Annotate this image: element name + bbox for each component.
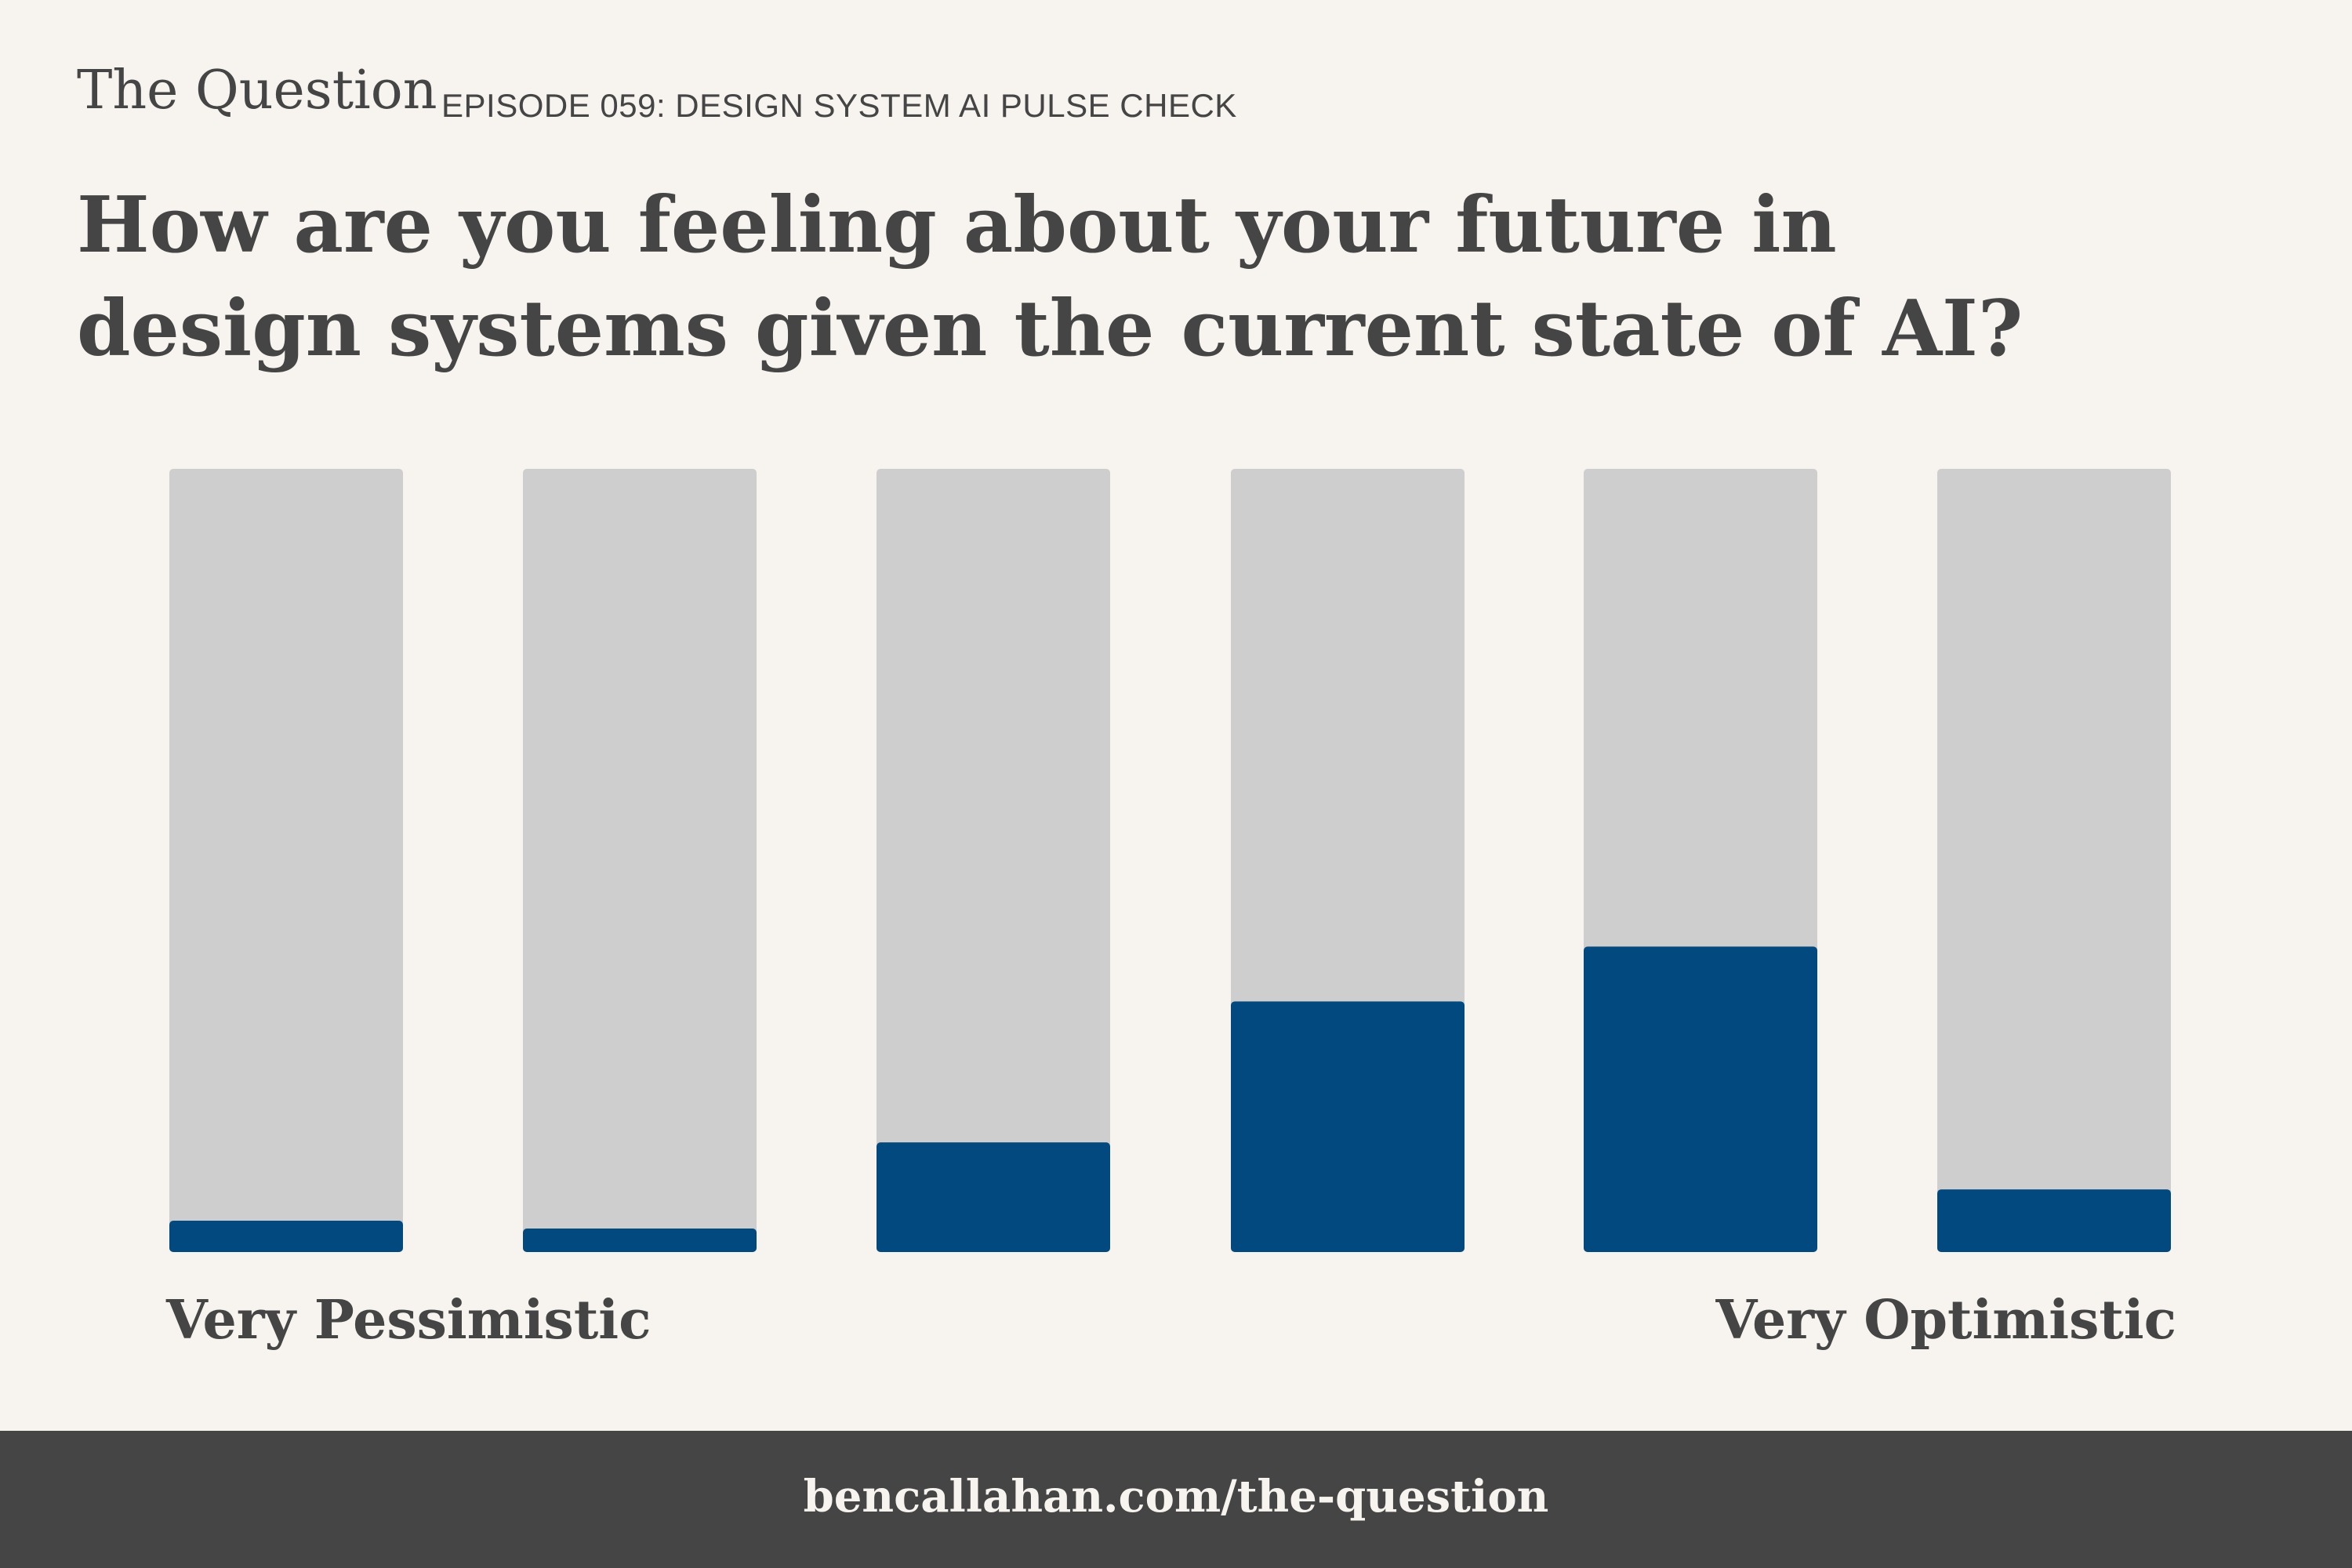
bar-value-4: [1231, 1001, 1465, 1252]
bar-value-2: [523, 1229, 757, 1252]
brand-title: The Question: [77, 60, 437, 122]
bar-value-6: [1937, 1189, 2171, 1252]
bar-value-1: [169, 1221, 403, 1252]
bar-value-3: [877, 1142, 1110, 1252]
bar-track-6: [1937, 469, 2171, 1252]
footer-url-link[interactable]: bencallahan.com/the-question: [803, 1470, 1549, 1523]
bar-track-2: [523, 469, 757, 1252]
question-heading: How are you feeling about your future in…: [77, 180, 2024, 374]
poll-bar-chart: [169, 469, 2171, 1252]
bar-value-5: [1584, 946, 1817, 1252]
footer-bar: bencallahan.com/the-question: [0, 1431, 2352, 1568]
bar-track-1: [169, 469, 403, 1252]
axis-label-pessimistic: Very Pessimistic: [166, 1289, 652, 1352]
bar-track-3: [877, 469, 1110, 1252]
axis-label-optimistic: Very Optimistic: [1715, 1289, 2176, 1352]
episode-label: EPISODE 059: DESIGN SYSTEM AI PULSE CHEC…: [441, 87, 1237, 124]
